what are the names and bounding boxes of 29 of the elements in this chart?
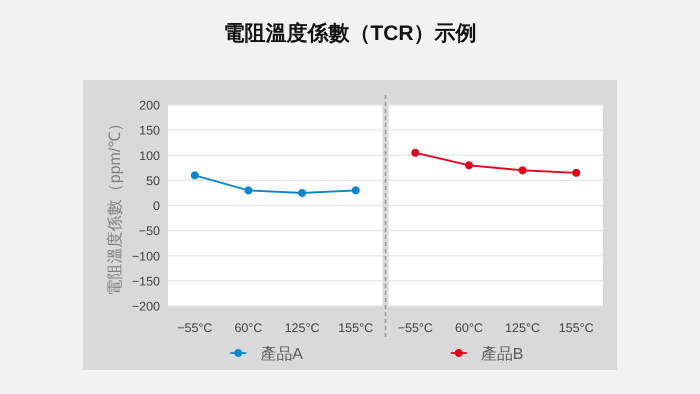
y-tick-label: 150 — [139, 124, 160, 138]
x-tick-label: 155°C — [558, 321, 594, 335]
point — [572, 168, 580, 177]
y-tick-label: −150 — [132, 274, 160, 288]
point — [518, 166, 527, 174]
x-tick-label: 60°C — [454, 321, 483, 335]
legend-label: 產品A — [260, 345, 304, 363]
x-tick-label: −55°C — [398, 321, 433, 335]
y-axis-title: 電阻溫度係數（ppm/℃） — [106, 116, 124, 296]
x-tick-label: 60°C — [234, 321, 262, 335]
point — [352, 186, 360, 194]
point — [464, 161, 473, 170]
y-tick-label: 50 — [146, 174, 160, 188]
x-tick-label: −55°C — [177, 321, 212, 335]
y-tick-label: 100 — [139, 148, 160, 163]
x-tick-label: 155°C — [338, 321, 374, 335]
x-tick-label: 125°C — [505, 321, 540, 335]
legend-label: 產品B — [480, 345, 524, 363]
y-tick-label: −50 — [138, 224, 160, 238]
point — [244, 186, 252, 194]
y-tick-label: −200 — [132, 300, 160, 314]
point — [411, 148, 420, 157]
y-tick-label: 200 — [139, 98, 160, 112]
point — [298, 188, 306, 197]
x-tick-label: 125°C — [284, 321, 320, 335]
point — [190, 171, 199, 180]
y-tick-label: −100 — [132, 249, 160, 264]
chart-title: 電阻溫度係數（TCR）示例 — [223, 21, 477, 45]
y-tick-label: 0 — [153, 199, 160, 213]
